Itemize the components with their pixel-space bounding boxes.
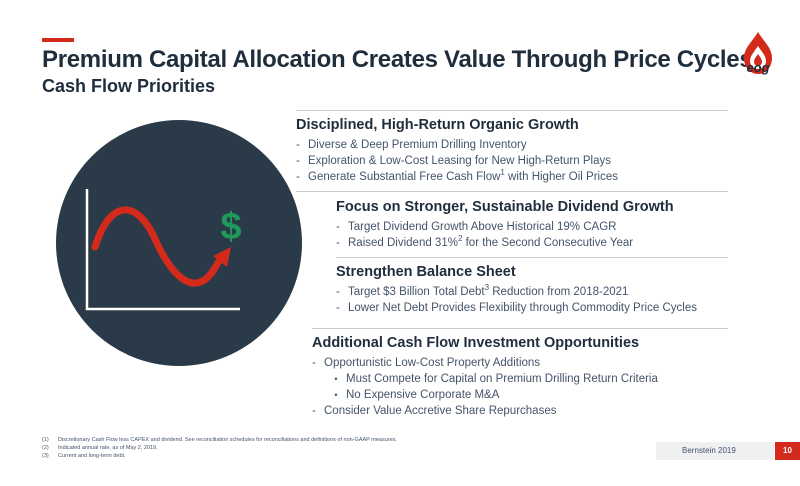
- list-item: - Consider Value Accretive Share Repurcha…: [312, 405, 557, 417]
- eog-logo-text: eog: [746, 60, 770, 75]
- section-divider: [296, 191, 728, 192]
- footnote: (2) Indicated annual rate, as of May 2, 2…: [42, 445, 158, 451]
- title-accent-bar: [42, 38, 74, 42]
- section-heading: Disciplined, High-Return Organic Growth: [296, 117, 579, 133]
- section-heading: Strengthen Balance Sheet: [336, 264, 516, 280]
- list-item: - Lower Net Debt Provides Flexibility thr…: [336, 302, 697, 314]
- section-divider: [312, 328, 728, 329]
- footnotes: (1) Discretionary Cash Flow less CAPEX an…: [42, 436, 397, 460]
- list-item: - Diverse & Deep Premium Drilling Invento…: [296, 139, 527, 151]
- list-item: - Generate Substantial Free Cash Flow1 wi…: [296, 168, 618, 183]
- price-wave-line: [91, 206, 223, 287]
- section-dividend-growth: Focus on Stronger, Sustainable Dividend …: [336, 199, 728, 258]
- eog-logo-icon: [744, 32, 772, 74]
- list-item: - Target $3 Billion Total Debt3 Reduction…: [336, 283, 629, 298]
- list-item: • Must Compete for Capital on Premium Dri…: [334, 373, 658, 385]
- page-number: 10: [775, 442, 800, 460]
- section-divider: [336, 257, 728, 258]
- page-title: Premium Capital Allocation Creates Value…: [42, 46, 753, 73]
- section-investment-opportunities: Additional Cash Flow Investment Opportun…: [312, 335, 728, 419]
- list-item: - Opportunistic Low-Cost Property Additio…: [312, 357, 541, 369]
- dollar-sign: $: [220, 206, 241, 248]
- top-divider: [296, 110, 728, 111]
- illustration-circle: [56, 120, 302, 366]
- section-heading: Additional Cash Flow Investment Opportun…: [312, 335, 640, 351]
- footnote: (1) Discretionary Cash Flow less CAPEX an…: [42, 437, 397, 443]
- axes-lines: [85, 189, 240, 311]
- footnote: (3) Current and long-term debt.: [42, 453, 126, 459]
- section-organic-growth: Disciplined, High-Return Organic Growth …: [296, 117, 728, 192]
- section-heading: Focus on Stronger, Sustainable Dividend …: [336, 199, 674, 215]
- page-subtitle: Cash Flow Priorities: [42, 76, 216, 96]
- list-item: - Target Dividend Growth Above Historical…: [336, 221, 617, 233]
- upward-arrow-icon: [213, 247, 231, 267]
- source-label: Bernstein 2019: [656, 442, 774, 460]
- list-item: • No Expensive Corporate M&A: [334, 389, 500, 401]
- list-item: - Raised Dividend 31%2 for the Second Con…: [336, 234, 634, 249]
- list-item: - Exploration & Low-Cost Leasing for New …: [296, 155, 611, 167]
- cash-flow-wave-icon: $: [56, 120, 302, 366]
- section-balance-sheet: Strengthen Balance Sheet - Target $3 Bill…: [336, 264, 728, 316]
